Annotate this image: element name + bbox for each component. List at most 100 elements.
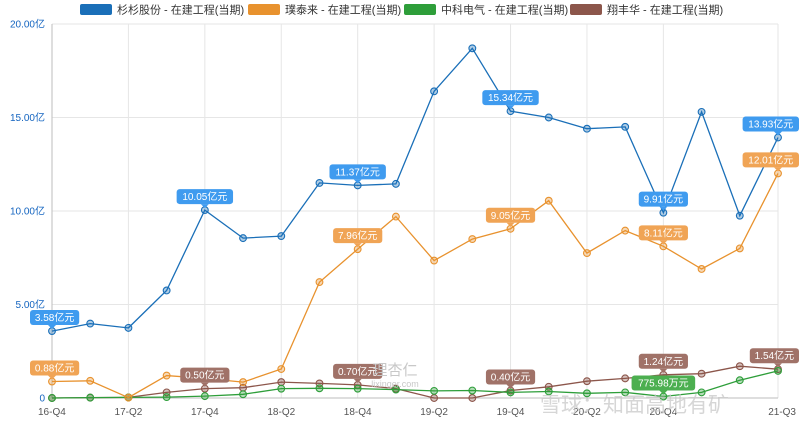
x-tick-label: 19-Q2 <box>420 407 448 418</box>
data-point[interactable] <box>544 387 553 396</box>
data-point[interactable] <box>582 249 591 258</box>
data-point[interactable] <box>582 389 591 398</box>
data-point[interactable] <box>621 122 630 131</box>
data-label: 11.37亿元 <box>329 164 386 184</box>
data-point[interactable] <box>544 113 553 122</box>
x-tick-label: 18-Q2 <box>267 407 295 418</box>
data-point[interactable] <box>735 244 744 253</box>
data-point[interactable] <box>468 235 477 244</box>
data-label: 9.91亿元 <box>638 191 688 211</box>
data-point[interactable] <box>239 378 248 387</box>
data-point[interactable] <box>124 323 133 332</box>
data-point[interactable] <box>86 319 95 328</box>
legend-item[interactable]: 杉杉股份 - 在建工程(当期) <box>80 3 244 17</box>
data-point[interactable] <box>697 388 706 397</box>
legend-item[interactable]: 璞泰来 - 在建工程(当期) <box>248 3 401 17</box>
data-label: 12.01亿元 <box>742 152 799 172</box>
data-point[interactable] <box>162 393 171 402</box>
x-tick-label: 16-Q4 <box>38 407 66 418</box>
data-point[interactable] <box>468 394 477 402</box>
data-label-text: 0.40亿元 <box>491 371 530 384</box>
data-point[interactable] <box>86 393 95 402</box>
data-label: 0.50亿元 <box>180 367 230 387</box>
data-point[interactable] <box>353 384 362 393</box>
data-point[interactable] <box>315 278 324 287</box>
data-label-pointer <box>200 382 209 387</box>
y-tick-label: 10.00亿 <box>10 205 45 218</box>
data-point[interactable] <box>735 211 744 220</box>
data-point[interactable] <box>86 376 95 385</box>
data-point[interactable] <box>277 384 286 393</box>
data-point[interactable] <box>315 179 324 187</box>
legend-swatch <box>570 4 602 15</box>
data-label-text: 8.11亿元 <box>644 226 683 239</box>
data-point[interactable] <box>48 394 56 402</box>
data-point[interactable] <box>315 384 324 393</box>
data-label-pointer <box>506 222 515 227</box>
series-layer <box>48 44 782 402</box>
data-point[interactable] <box>697 369 706 378</box>
data-label: 13.93亿元 <box>742 116 799 136</box>
data-label-box <box>742 152 799 168</box>
data-label-text: 1.24亿元 <box>644 355 683 368</box>
data-point[interactable] <box>391 385 400 394</box>
data-label: 0.88亿元 <box>30 360 80 380</box>
data-labels: 3.58亿元 10.05亿元 11.37亿元 15.34亿元 9.91亿元 13.93亿元… <box>30 90 799 395</box>
data-point[interactable] <box>582 124 591 133</box>
data-point[interactable] <box>430 386 439 395</box>
data-label-box <box>30 310 80 326</box>
data-point[interactable] <box>544 196 553 205</box>
data-point[interactable] <box>162 286 171 295</box>
data-point[interactable] <box>277 378 286 387</box>
data-label-box <box>482 90 539 106</box>
x-tick-label: 20-Q2 <box>573 407 601 418</box>
data-point[interactable] <box>277 232 286 241</box>
data-point[interactable] <box>774 366 782 375</box>
y-tick-label: 0 <box>39 394 45 405</box>
data-label-box <box>631 375 696 391</box>
legend-item[interactable]: 中科电气 - 在建工程(当期) <box>404 3 568 17</box>
data-point[interactable] <box>697 265 706 273</box>
data-point[interactable] <box>468 44 477 53</box>
data-point[interactable] <box>277 365 286 373</box>
data-label: 3.58亿元 <box>30 310 80 330</box>
data-point[interactable] <box>391 212 400 221</box>
data-label-text: 0.70亿元 <box>338 365 377 378</box>
data-label-pointer <box>659 206 668 211</box>
legend[interactable]: 杉杉股份 - 在建工程(当期) 璞泰来 - 在建工程(当期) 中科电气 - 在建工程… <box>80 3 723 17</box>
watermark-right: 雪球：知面高地有矿 <box>540 394 729 417</box>
data-label-text: 0.88亿元 <box>35 362 74 375</box>
data-point[interactable] <box>391 179 400 188</box>
data-point[interactable] <box>430 87 439 96</box>
legend-swatch <box>248 4 280 15</box>
data-label-text: 7.96亿元 <box>338 229 377 242</box>
data-point[interactable] <box>239 390 248 399</box>
data-label-box <box>638 191 688 207</box>
data-point[interactable] <box>239 234 248 243</box>
data-point[interactable] <box>621 226 630 235</box>
data-point[interactable] <box>124 393 133 402</box>
legend-label: 翔丰华 - 在建工程(当期) <box>607 3 723 17</box>
data-point[interactable] <box>468 386 477 395</box>
data-label-pointer <box>774 167 782 172</box>
legend-label: 杉杉股份 - 在建工程(当期) <box>117 3 244 17</box>
data-label-text: 0.50亿元 <box>185 369 224 382</box>
legend-item[interactable]: 翔丰华 - 在建工程(当期) <box>570 3 723 17</box>
data-label-text: 3.58亿元 <box>35 311 74 324</box>
data-point[interactable] <box>430 256 439 265</box>
data-label: 0.70亿元 <box>333 363 383 383</box>
data-point[interactable] <box>582 377 591 386</box>
data-point[interactable] <box>621 388 630 397</box>
data-point[interactable] <box>506 388 515 397</box>
data-label: 1.54亿元 <box>749 348 799 368</box>
data-point[interactable] <box>735 362 744 371</box>
data-label-text: 1.54亿元 <box>755 349 794 362</box>
series-line <box>51 365 779 399</box>
data-label: 8.11亿元 <box>638 225 688 245</box>
data-point[interactable] <box>162 371 171 380</box>
data-point[interactable] <box>735 376 744 385</box>
data-point[interactable] <box>621 374 630 383</box>
data-point[interactable] <box>200 392 209 401</box>
data-point[interactable] <box>430 394 439 402</box>
data-point[interactable] <box>697 107 706 116</box>
